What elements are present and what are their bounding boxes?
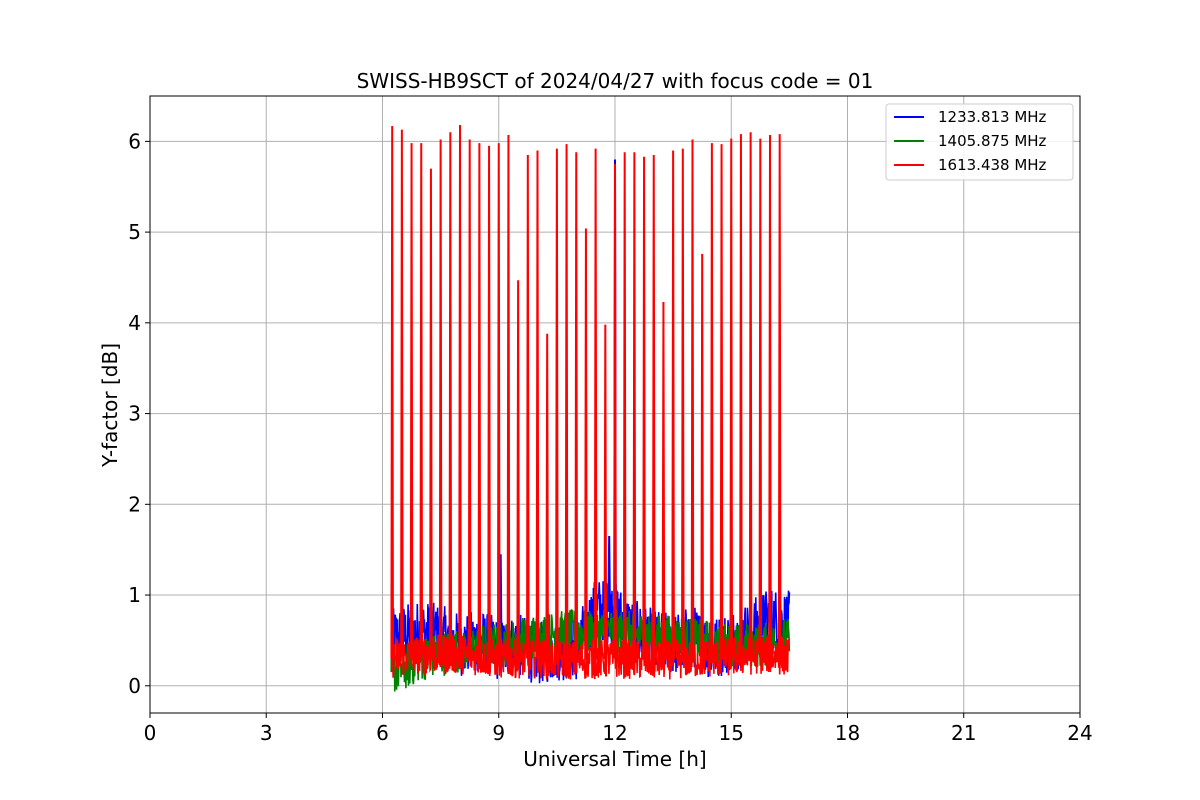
spike xyxy=(438,139,443,655)
spike xyxy=(496,143,501,659)
spike xyxy=(409,143,414,656)
series-layer xyxy=(390,125,791,692)
x-tick-label: 0 xyxy=(144,721,157,745)
spike xyxy=(574,152,579,661)
spike xyxy=(516,280,520,659)
spike xyxy=(607,536,611,612)
spike xyxy=(777,134,782,656)
spike xyxy=(545,333,549,660)
spike xyxy=(642,156,646,660)
spike xyxy=(429,168,433,655)
x-tick-label: 15 xyxy=(719,721,744,745)
spike xyxy=(467,139,472,656)
spike xyxy=(632,152,637,660)
y-tick-label: 3 xyxy=(128,402,141,426)
x-tick-label: 9 xyxy=(492,721,505,745)
spike xyxy=(613,164,617,659)
spike xyxy=(661,301,666,660)
spike xyxy=(506,135,511,659)
spike xyxy=(681,148,685,660)
spike xyxy=(768,135,772,655)
spike xyxy=(458,125,462,655)
spike xyxy=(603,324,608,660)
spike xyxy=(593,148,598,660)
spike xyxy=(419,143,424,655)
spike xyxy=(448,132,453,655)
y-axis-label: Y-factor [dB] xyxy=(98,343,122,468)
y-tick-label: 4 xyxy=(128,311,141,335)
x-tick-label: 6 xyxy=(376,721,389,745)
spike xyxy=(700,253,704,659)
y-tick-label: 5 xyxy=(128,220,141,244)
y-tick-label: 6 xyxy=(128,129,141,153)
spike xyxy=(729,138,734,657)
x-tick-label: 3 xyxy=(260,721,273,745)
legend-entry: 1405.875 MHz xyxy=(938,132,1047,150)
spike xyxy=(739,134,743,657)
spike xyxy=(710,143,714,658)
spike xyxy=(535,150,540,659)
x-tick-label: 21 xyxy=(951,721,976,745)
legend: 1233.813 MHz 1405.875 MHz 1613.438 MHz xyxy=(885,103,1074,181)
y-tick-label: 2 xyxy=(128,492,141,516)
spike xyxy=(526,154,530,659)
legend-entry: 1613.438 MHz xyxy=(938,156,1047,174)
spike xyxy=(748,132,753,656)
spike xyxy=(758,138,763,655)
spike xyxy=(651,154,656,661)
y-tick-label: 0 xyxy=(128,674,141,698)
x-tick-label: 24 xyxy=(1067,721,1092,745)
x-axis-label: Universal Time [h] xyxy=(523,747,706,771)
spike xyxy=(671,150,675,660)
x-tick-label: 18 xyxy=(835,721,860,745)
x-tick-label: 12 xyxy=(602,721,627,745)
series-3 xyxy=(390,125,791,680)
spike xyxy=(555,148,559,660)
spike xyxy=(400,129,404,658)
y-tick-label: 1 xyxy=(128,583,141,607)
spike xyxy=(719,144,724,658)
spike xyxy=(690,139,695,659)
legend-entry: 1233.813 MHz xyxy=(938,108,1047,126)
spike xyxy=(564,144,569,660)
chart-title: SWISS-HB9SCT of 2024/04/27 with focus co… xyxy=(357,69,874,93)
spike xyxy=(622,152,627,660)
spike xyxy=(477,143,482,657)
spike xyxy=(390,125,394,659)
spike xyxy=(584,228,588,660)
spike xyxy=(487,145,491,658)
legend-box xyxy=(885,103,1074,181)
